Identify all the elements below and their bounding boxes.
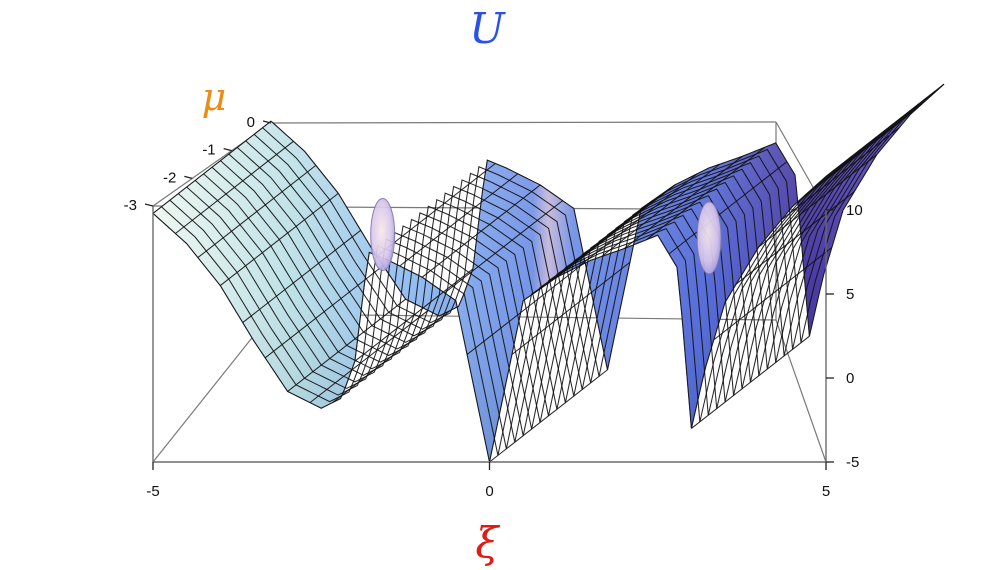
mesh-line-xi-28 [780, 127, 900, 221]
mesh-line-xi-20 [601, 163, 720, 257]
xi-tick-label-0: -5 [146, 483, 159, 500]
mu-tick-mark-0 [144, 203, 154, 207]
mu-tick-label-3: 0 [247, 114, 255, 131]
mesh-line-xi-18 [556, 184, 676, 278]
mesh-line-xi-7 [309, 309, 429, 404]
mesh-line-xi-1 [175, 140, 294, 234]
mesh-line-xi-12 [421, 184, 541, 278]
z-tick-label-0: -5 [846, 454, 859, 471]
z-tick-label-3: 10 [846, 202, 863, 219]
right-hump [696, 201, 722, 275]
surface-hump-group [370, 198, 722, 275]
mesh-line-xi-6 [287, 298, 406, 392]
mesh-line-xi-26 [735, 191, 855, 285]
mesh-line-xi-16 [511, 261, 631, 355]
mu-tick-label-2: -1 [202, 142, 215, 159]
mesh-line-xi-4 [242, 229, 362, 323]
mu-tick-mark-1 [184, 175, 193, 179]
mesh-line-xi-3 [219, 192, 339, 287]
mesh-line-xi-15 [489, 369, 608, 463]
z-tick-label-2: 5 [846, 286, 854, 303]
mesh-line-xi-9 [354, 268, 474, 362]
mu-tick-mark-2 [223, 148, 232, 152]
left-hump [370, 198, 396, 272]
plot-title: U [469, 4, 506, 53]
mu-tick-label-1: -2 [163, 169, 176, 186]
z-tick-label-1: 0 [846, 370, 854, 387]
mesh-line-xi-8 [332, 309, 451, 404]
xi-tick-label-1: 0 [485, 483, 493, 500]
mesh-line-xi-0 [152, 120, 272, 214]
xi-tick-label-2: 5 [822, 483, 830, 500]
mu-axis-label: μ [202, 75, 227, 119]
mu-tick-label-0: -3 [124, 197, 137, 214]
mesh-line-xi-2 [197, 164, 317, 259]
mesh-line-xi-24 [691, 335, 810, 429]
mesh-line-xi-21 [623, 155, 743, 250]
mesh-line-xi-22 [646, 147, 765, 241]
mesh-line-xi-29 [803, 103, 922, 197]
mesh-line-xi-23 [668, 161, 788, 255]
mu-tick-mark-3 [262, 120, 272, 124]
mesh-line-xi-14 [466, 261, 586, 355]
mesh-line-xi-11 [399, 173, 519, 267]
mesh-line-xi-27 [758, 154, 878, 248]
mesh-line-xi-10 [377, 163, 496, 257]
mesh-line-xi-17 [534, 200, 653, 294]
ticks-group: -5 0 5 -5 0 5 10 -3 -2 -1 0 [124, 114, 863, 500]
mesh-line-xi-5 [264, 265, 384, 359]
mesh-line-xi-30 [825, 83, 945, 177]
xi-axis-label: ξ [475, 518, 500, 566]
mesh-line-xi-25 [713, 247, 833, 341]
mesh-line-xi-19 [578, 173, 698, 267]
mesh-line-xi-13 [444, 200, 563, 294]
